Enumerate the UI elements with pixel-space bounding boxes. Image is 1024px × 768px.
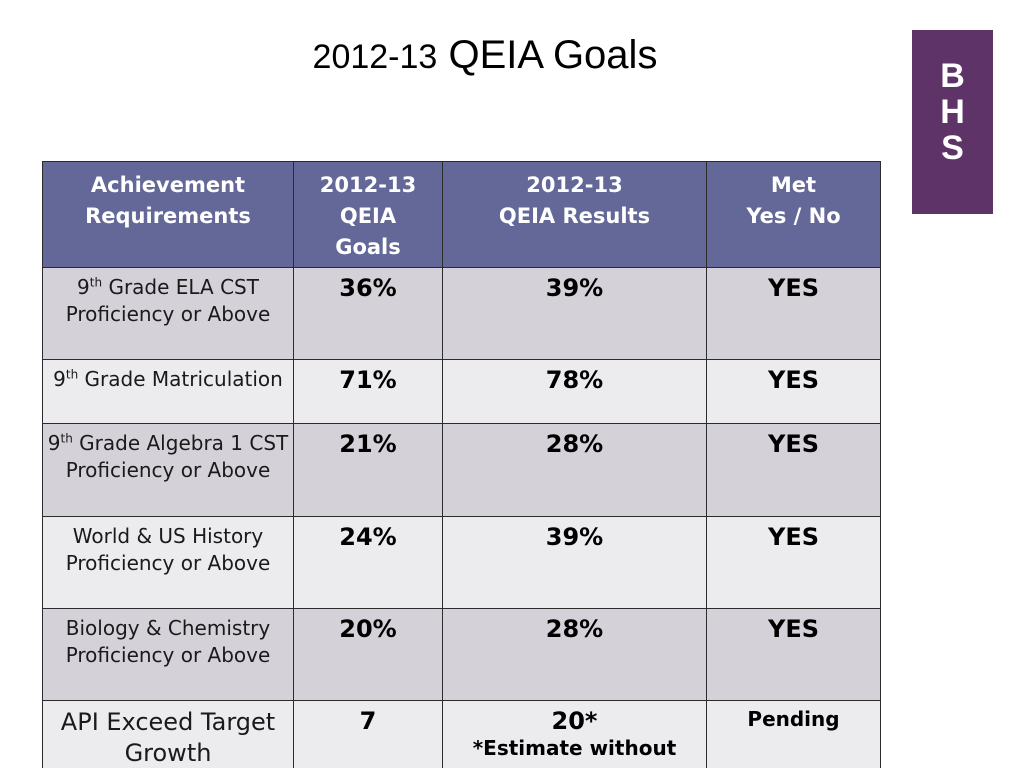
result-note: *Estimate without: [472, 736, 677, 760]
requirement-sup: th: [65, 367, 79, 382]
header-line: Goals: [335, 235, 401, 259]
table-row: 9th Grade Algebra 1 CST Proficiency or A…: [42, 423, 881, 517]
badge-letter-s: S: [941, 129, 964, 167]
requirement-cell: Biology & Chemistry Proficiency or Above: [42, 608, 294, 701]
goal-cell: 20%: [293, 608, 443, 701]
result-cell: 20* *Estimate without: [442, 700, 707, 768]
table-row: 9th Grade Matriculation 71% 78% YES: [42, 359, 881, 424]
met-cell: YES: [706, 608, 881, 701]
requirement-text: 9: [47, 431, 61, 455]
header-line: Met: [770, 173, 817, 197]
result-cell: 28%: [442, 423, 707, 517]
title-year: 2012-13: [312, 38, 438, 76]
table-row: Biology & Chemistry Proficiency or Above…: [42, 608, 881, 701]
goal-cell: 7: [293, 700, 443, 768]
requirement-cell: 9th Grade Algebra 1 CST Proficiency or A…: [42, 423, 294, 517]
met-cell: YES: [706, 516, 881, 609]
goal-cell: 21%: [293, 423, 443, 517]
met-cell: YES: [706, 267, 881, 360]
result-cell: 39%: [442, 267, 707, 360]
result-value: 20*: [551, 707, 598, 735]
requirement-cell: World & US History Proficiency or Above: [42, 516, 294, 609]
header-line: QEIA Results: [498, 204, 651, 228]
badge-letter-h: H: [940, 93, 965, 131]
requirement-text: 9: [77, 275, 90, 299]
result-cell: 28%: [442, 608, 707, 701]
met-cell: Pending: [706, 700, 881, 768]
requirement-sup: th: [89, 275, 103, 290]
title-text: QEIA Goals: [448, 33, 658, 77]
requirement-text: Biology & Chemistry Proficiency or Above: [65, 616, 271, 667]
goal-cell: 24%: [293, 516, 443, 609]
goal-cell: 36%: [293, 267, 443, 360]
page-title: 2012-13 QEIA Goals: [0, 30, 970, 82]
header-line: 2012-13: [319, 173, 417, 197]
goal-cell: 71%: [293, 359, 443, 424]
header-qeia-goals: 2012-13 QEIA Goals: [293, 161, 443, 268]
requirement-text: Grade Algebra 1 CST Proficiency or Above: [65, 431, 289, 482]
table-row: 9th Grade ELA CST Proficiency or Above 3…: [42, 267, 881, 360]
met-cell: YES: [706, 359, 881, 424]
requirement-text: Grade ELA CST Proficiency or Above: [65, 275, 271, 326]
header-line: Yes / No: [746, 204, 841, 228]
table-row: World & US History Proficiency or Above …: [42, 516, 881, 609]
table-row: API Exceed Target Growth 7 20* *Estimate …: [42, 700, 881, 768]
school-badge: B H S: [912, 30, 993, 214]
header-line: 2012-13: [526, 173, 623, 197]
requirement-text: 9: [53, 367, 66, 391]
badge-letter-b: B: [940, 57, 965, 95]
requirement-text: World & US History Proficiency or Above: [65, 524, 271, 575]
requirement-cell: API Exceed Target Growth: [42, 700, 294, 768]
requirement-cell: 9th Grade Matriculation: [42, 359, 294, 424]
header-line: Requirements: [85, 204, 251, 228]
result-cell: 39%: [442, 516, 707, 609]
requirement-sup: th: [60, 431, 73, 446]
header-line: QEIA: [339, 204, 397, 228]
requirement-text: Grade Matriculation: [78, 367, 283, 391]
requirement-cell: 9th Grade ELA CST Proficiency or Above: [42, 267, 294, 360]
header-achievement-requirements: Achievement Requirements: [42, 161, 294, 268]
header-row: Achievement Requirements 2012-13 QEIA Go…: [42, 161, 881, 268]
header-line: Achievement: [90, 173, 246, 197]
met-cell: YES: [706, 423, 881, 517]
result-cell: 78%: [442, 359, 707, 424]
goals-table: Achievement Requirements 2012-13 QEIA Go…: [42, 161, 881, 768]
header-qeia-results: 2012-13 QEIA Results: [442, 161, 707, 268]
header-met: Met Yes / No: [706, 161, 881, 268]
